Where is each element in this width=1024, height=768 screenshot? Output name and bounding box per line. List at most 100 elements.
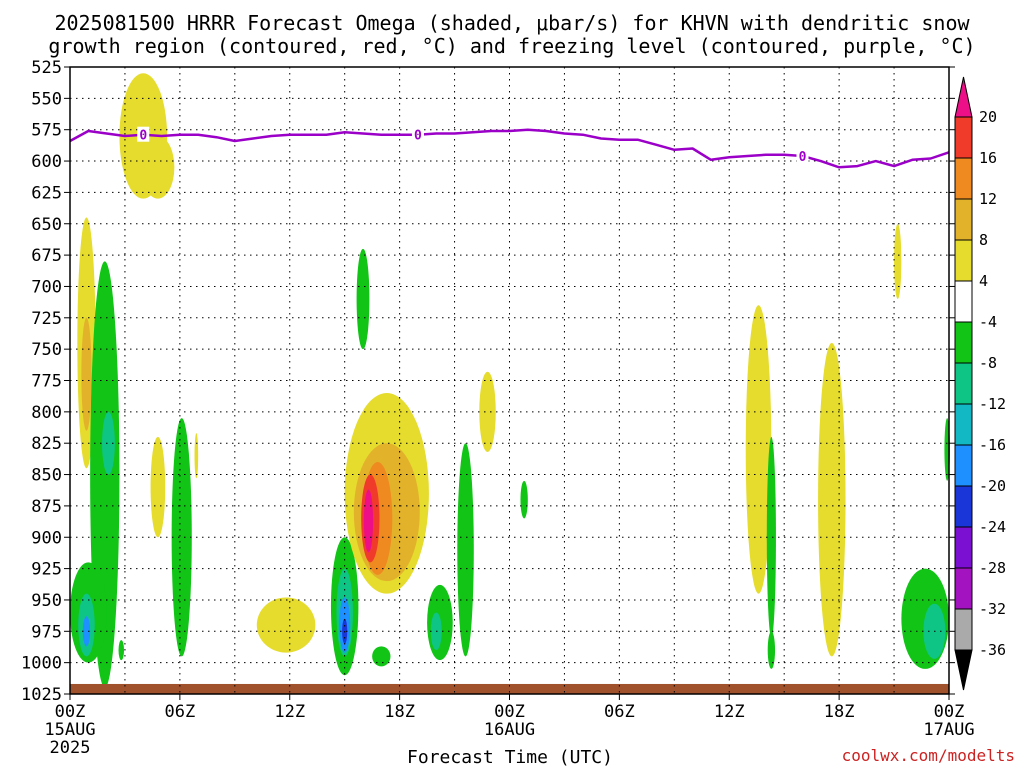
colorbar-label: -20 xyxy=(979,477,1006,495)
freezing-level-contour: 0 0 0 xyxy=(69,126,950,169)
colorbar-label: -12 xyxy=(979,395,1006,413)
descent-16aug-15z-low xyxy=(767,631,776,669)
y-tick-label: 875 xyxy=(31,497,62,517)
surface-terrain xyxy=(70,683,949,694)
x-axis-label: Forecast Time (UTC) xyxy=(407,747,613,768)
freezing-level-label: 0 xyxy=(139,129,147,144)
y-tick-label: 825 xyxy=(31,434,62,454)
colorbar-bin-9 xyxy=(954,444,973,487)
colorbar-label: -4 xyxy=(979,313,997,331)
colorbar-bin-12 xyxy=(954,567,973,610)
freezing-level-label: 0 xyxy=(414,129,422,144)
x-tick-label: 06Z xyxy=(604,702,635,722)
colorbar-bin-6 xyxy=(954,321,973,364)
descent-15aug-03z-small xyxy=(118,640,125,661)
x-tick-year-label: 2025 xyxy=(50,738,91,758)
x-tick-date-label: 16AUG xyxy=(484,720,535,740)
ascent-15aug-22z-yellow xyxy=(479,371,496,452)
omega-shading xyxy=(70,73,950,688)
ascent-16aug-22z-upper xyxy=(894,223,902,299)
y-tick-label: 850 xyxy=(31,466,62,486)
grid-lines xyxy=(70,67,949,694)
colorbar-label: 8 xyxy=(979,231,988,249)
y-tick-label: 700 xyxy=(31,277,62,297)
descent-15aug-16z-upper xyxy=(356,248,370,350)
credit-text: coolwx.com/modelts xyxy=(842,746,1015,765)
descent-15aug-21z-green xyxy=(457,443,474,657)
y-tick-label: 775 xyxy=(31,372,62,392)
y-tick-label: 975 xyxy=(31,622,62,642)
y-axis: 525 550 575 600 625 650 675 700 725 750 775 800 825 8… xyxy=(21,58,955,705)
x-tick-label: 18Z xyxy=(384,702,415,722)
colorbar-label: -24 xyxy=(979,518,1006,536)
descent-16aug-15z-green xyxy=(766,436,776,638)
colorbar-bin-4 xyxy=(954,239,973,282)
y-tick-label: 650 xyxy=(31,215,62,235)
colorbar-label: -8 xyxy=(979,354,997,372)
chart-title-line2: growth region (contoured, red, °C) and f… xyxy=(48,34,975,58)
y-tick-label: 525 xyxy=(31,58,62,78)
descent-15aug-00z-lowblue xyxy=(82,616,91,647)
colorbar: 20 16 12 8 4 -4 -8 -12 -16 -20 -24 -28 -32 -36 xyxy=(954,76,1006,691)
colorbar-bin-0 xyxy=(954,76,973,118)
y-tick-label: 675 xyxy=(31,246,62,266)
ascent-15aug-00z-orange xyxy=(81,317,92,431)
y-tick-label: 950 xyxy=(31,591,62,611)
colorbar-label: 4 xyxy=(979,272,988,290)
colorbar-bin-11 xyxy=(954,526,973,569)
x-tick-date-label: 17AUG xyxy=(923,720,974,740)
colorbar-label: -36 xyxy=(979,641,1006,659)
colorbar-label: 16 xyxy=(979,149,997,167)
colorbar-bin-2 xyxy=(954,157,973,200)
freezing-level-label-bg xyxy=(796,148,809,164)
x-tick-date-label: 15AUG xyxy=(44,720,95,740)
surface-band xyxy=(70,683,949,694)
y-tick-label: 925 xyxy=(31,560,62,580)
freezing-level-label-bg xyxy=(411,126,424,142)
colorbar-label: 12 xyxy=(979,190,997,208)
freezing-level-label: 0 xyxy=(799,150,807,165)
y-tick-label: 800 xyxy=(31,403,62,423)
ascent-16aug-13z-yellow xyxy=(745,305,772,594)
ascent-15aug-04z-upper-diag xyxy=(141,135,175,199)
x-tick-label: 00Z xyxy=(934,702,965,722)
x-tick-label: 18Z xyxy=(824,702,855,722)
colorbar-bin-14 xyxy=(954,649,973,691)
colorbar-bin-10 xyxy=(954,485,973,528)
colorbar-label: -32 xyxy=(979,600,1006,618)
descent-15aug-06z-green xyxy=(171,418,192,657)
y-tick-label: 625 xyxy=(31,183,62,203)
y-tick-label: 550 xyxy=(31,89,62,109)
x-tick-label: 12Z xyxy=(274,702,305,722)
ascent-15aug-16z-magenta xyxy=(363,489,374,553)
colorbar-bin-8 xyxy=(954,403,973,446)
colorbar-label: 20 xyxy=(979,108,997,126)
freezing-level-label-bg xyxy=(137,126,150,142)
colorbar-bin-5 xyxy=(954,280,973,323)
descent-16aug-01z-small xyxy=(520,480,528,519)
x-tick-label: 12Z xyxy=(714,702,745,722)
colorbar-bin-7 xyxy=(954,362,973,405)
y-tick-label: 1000 xyxy=(21,654,62,674)
x-tick-label: 06Z xyxy=(165,702,196,722)
y-tick-label: 1025 xyxy=(21,685,62,705)
y-tick-label: 575 xyxy=(31,121,62,141)
ascent-15aug-07z-thin xyxy=(194,433,199,479)
y-tick-label: 750 xyxy=(31,340,62,360)
y-tick-label: 900 xyxy=(31,528,62,548)
ascent-16aug-18z-yellow xyxy=(818,342,846,657)
y-tick-label: 725 xyxy=(31,309,62,329)
y-tick-label: 600 xyxy=(31,152,62,172)
colorbar-label: -16 xyxy=(979,436,1006,454)
ascent-15aug-05z-mid xyxy=(150,436,166,538)
descent-15aug-17z-low xyxy=(372,646,391,667)
colorbar-label: -28 xyxy=(979,559,1006,577)
colorbar-bin-13 xyxy=(954,608,973,651)
x-tick-label: 00Z xyxy=(55,702,86,722)
x-tick-label: 00Z xyxy=(494,702,525,722)
colorbar-bin-3 xyxy=(954,198,973,241)
ascent-15aug-12z-yellow xyxy=(256,597,316,653)
chart-title-line1: 2025081500 HRRR Forecast Omega (shaded, … xyxy=(54,11,970,35)
